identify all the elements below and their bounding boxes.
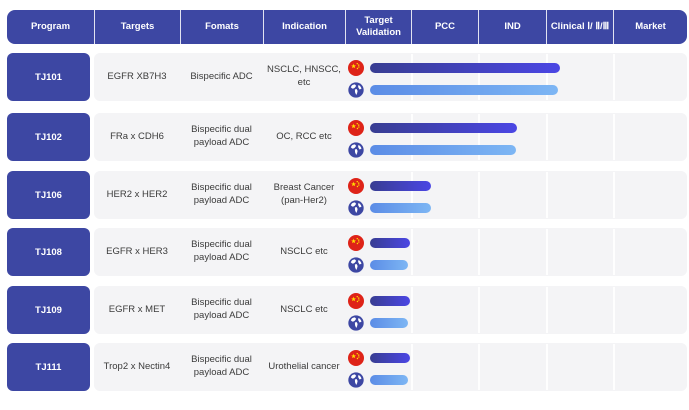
column-divider	[613, 344, 615, 390]
global-progress-bar	[370, 318, 408, 328]
targets-cell: FRa x CDH6	[110, 130, 164, 142]
globe-icon	[348, 372, 364, 388]
column-divider	[411, 54, 413, 100]
column-divider	[478, 344, 480, 390]
indication-cell: OC, RCC etc	[276, 130, 332, 142]
targets-cell: EGFR x MET	[108, 303, 166, 315]
table-row: TJ106 HER2 x HER2 Bispecific dual payloa…	[7, 171, 687, 219]
column-divider	[411, 172, 413, 218]
targets-cell: HER2 x HER2	[106, 188, 168, 200]
targets-cell: Trop2 x Nectin4	[103, 360, 171, 372]
column-divider	[546, 287, 548, 333]
china-progress-bar	[370, 353, 410, 363]
globe-icon	[348, 200, 364, 216]
column-divider	[546, 114, 548, 160]
program-cell: TJ101	[7, 53, 90, 101]
program-cell: TJ111	[7, 343, 90, 391]
china-progress-bar	[370, 63, 560, 73]
table-row: TJ109 EGFR x MET Bispecific dual payload…	[7, 286, 687, 334]
china-flag-icon	[348, 120, 364, 136]
format-cell: Bispecific dual payload ADC	[191, 354, 252, 378]
china-flag-icon	[348, 350, 364, 366]
table-row: TJ111 Trop2 x Nectin4 Bispecific dual pa…	[7, 343, 687, 391]
china-flag-icon	[348, 60, 364, 76]
china-progress-bar	[370, 238, 410, 248]
column-divider	[478, 229, 480, 275]
program-cell: TJ109	[7, 286, 90, 334]
china-progress-bar	[370, 296, 410, 306]
format-cell: Bispecific dual payload ADC	[191, 182, 252, 206]
china-progress-bar	[370, 123, 517, 133]
global-progress-bar	[370, 85, 558, 95]
column-header-clinical: Clinical Ⅰ/ Ⅱ/Ⅲ	[546, 10, 613, 44]
column-divider	[478, 172, 480, 218]
global-progress-bar	[370, 145, 516, 155]
targets-cell: EGFR x HER3	[106, 245, 168, 257]
table-row: TJ108 EGFR x HER3 Bispecific dual payloa…	[7, 228, 687, 276]
column-header-ind: IND	[478, 10, 546, 44]
indication-cell: Urothelial cancer	[268, 360, 340, 372]
indication-cell: NSCLC etc	[280, 245, 328, 257]
table-row: TJ102 FRa x CDH6 Bispecific dual payload…	[7, 113, 687, 161]
china-flag-icon	[348, 293, 364, 309]
program-cell: TJ108	[7, 228, 90, 276]
column-divider	[411, 114, 413, 160]
program-cell: TJ102	[7, 113, 90, 161]
column-divider	[478, 54, 480, 100]
column-divider	[613, 172, 615, 218]
column-divider	[613, 287, 615, 333]
column-divider	[546, 54, 548, 100]
column-header-program: Program	[30, 21, 71, 33]
format-cell: Bispecific dual payload ADC	[191, 239, 252, 263]
targets-cell: EGFR XB7H3	[107, 70, 167, 82]
indication-cell: NSCLC, HNSCC, etc	[267, 64, 341, 88]
column-header-pcc: PCC	[411, 10, 478, 44]
indication-cell: Breast Cancer (pan-Her2)	[273, 182, 335, 206]
column-header-market: Market	[613, 10, 687, 44]
global-progress-bar	[370, 375, 408, 385]
column-divider	[613, 54, 615, 100]
globe-icon	[348, 257, 364, 273]
column-divider	[478, 114, 480, 160]
column-divider	[546, 229, 548, 275]
column-divider	[411, 229, 413, 275]
column-header-indication: Indication	[263, 10, 345, 44]
format-cell: Bispecific dual payload ADC	[191, 297, 252, 321]
global-progress-bar	[370, 203, 431, 213]
globe-icon	[348, 82, 364, 98]
indication-cell: NSCLC etc	[280, 303, 328, 315]
column-header-targets: Targets	[94, 10, 180, 44]
format-cell: Bispecific ADC	[190, 70, 253, 82]
format-cell: Bispecific dual payload ADC	[191, 124, 252, 148]
column-divider	[613, 229, 615, 275]
china-flag-icon	[348, 235, 364, 251]
china-progress-bar	[370, 181, 431, 191]
globe-icon	[348, 315, 364, 331]
column-header-fomats: Fomats	[180, 10, 263, 44]
china-flag-icon	[348, 178, 364, 194]
column-divider	[478, 287, 480, 333]
table-row: TJ101 EGFR XB7H3 Bispecific ADC NSCLC, H…	[7, 53, 687, 101]
column-header-target-validation: Target Validation	[345, 10, 411, 44]
column-divider	[546, 344, 548, 390]
column-divider	[411, 287, 413, 333]
program-cell: TJ106	[7, 171, 90, 219]
table-header: Program Targets Fomats Indication Target…	[7, 10, 687, 44]
column-divider	[411, 344, 413, 390]
column-divider	[546, 172, 548, 218]
global-progress-bar	[370, 260, 408, 270]
column-divider	[613, 114, 615, 160]
globe-icon	[348, 142, 364, 158]
